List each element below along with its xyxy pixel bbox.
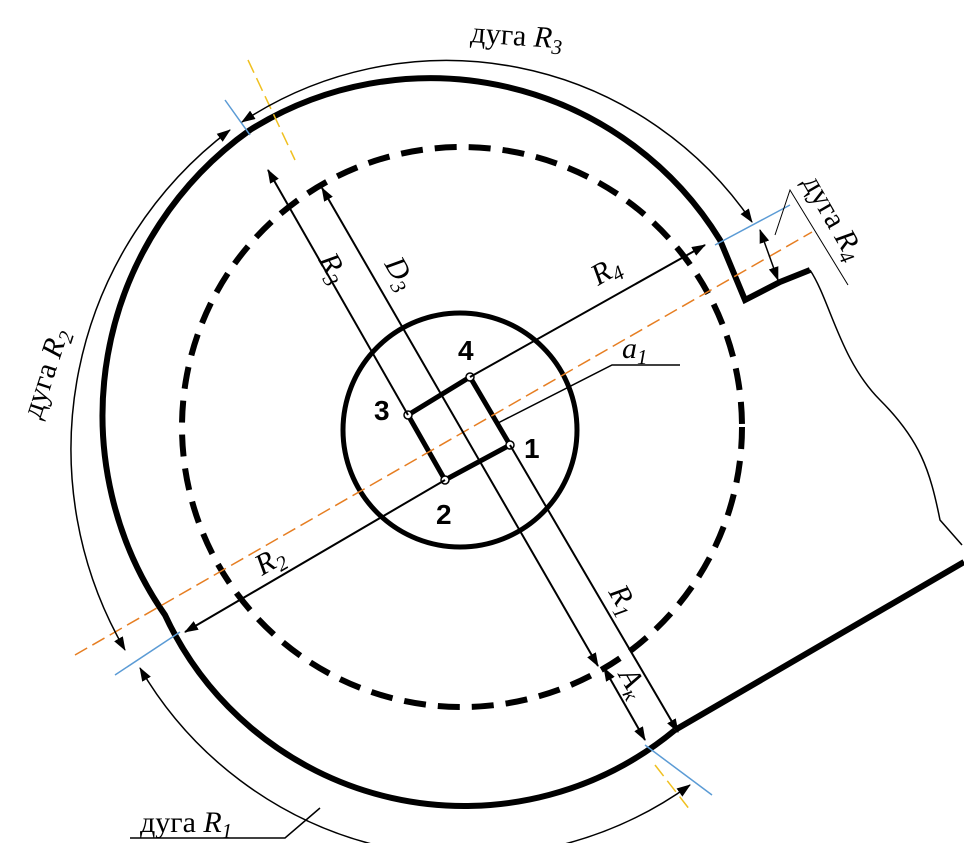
impeller-circle: [179, 144, 745, 710]
arc-r1-dim: [139, 667, 691, 843]
arc-r2-dim: [70, 129, 231, 651]
arc-r2-label: дуга R2: [15, 324, 79, 424]
r2-label: R2: [248, 539, 293, 586]
arc-r1-leader: [130, 807, 321, 839]
arc-r4-label: дуга R4: [792, 169, 870, 268]
r3-dim-line: [267, 169, 409, 416]
point-4-label: 4: [458, 335, 474, 366]
outlet-contour: [809, 269, 963, 546]
d3-dim-line: [321, 187, 599, 667]
a1-leader: [497, 364, 680, 424]
ak-label: Aк: [607, 660, 654, 705]
section-line-3: [224, 99, 251, 136]
point-2-label: 2: [436, 499, 452, 530]
arc-r4-leader: [774, 188, 849, 286]
center-square: [404, 373, 514, 484]
arc-r3-dim: [241, 59, 753, 223]
arc-r4-dim: [759, 229, 779, 281]
volute-outline: [99, 75, 812, 810]
r1-dim-line: [509, 444, 679, 733]
section-line-2: [114, 631, 181, 676]
arc-r3-label: дуга R3: [469, 16, 564, 59]
r4-label: R4: [584, 249, 629, 296]
section-line-1: [644, 744, 713, 796]
r2-dim-line: [184, 479, 446, 633]
point-1-label: 1: [524, 433, 540, 464]
a1-label: a1: [622, 332, 648, 369]
outlet-wall: [673, 559, 964, 733]
section-line-4: [714, 204, 791, 246]
arc-r1-label: дуга R1: [140, 806, 232, 843]
r1-label: R1: [598, 578, 645, 622]
yellow-axis-lower: [654, 764, 691, 811]
point-3-label: 3: [374, 395, 390, 426]
axis-line: [74, 231, 813, 656]
